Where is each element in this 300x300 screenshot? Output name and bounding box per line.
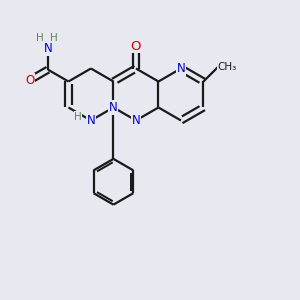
Text: CH₃: CH₃: [218, 62, 237, 72]
Text: H: H: [74, 112, 82, 122]
Text: H: H: [50, 33, 58, 43]
Text: N: N: [177, 62, 185, 75]
Text: N: N: [132, 114, 140, 127]
Text: N: N: [44, 42, 52, 55]
Text: N: N: [87, 114, 95, 127]
Text: O: O: [131, 40, 141, 52]
Text: H: H: [36, 33, 43, 43]
Text: N: N: [109, 101, 118, 114]
Text: O: O: [25, 74, 34, 87]
